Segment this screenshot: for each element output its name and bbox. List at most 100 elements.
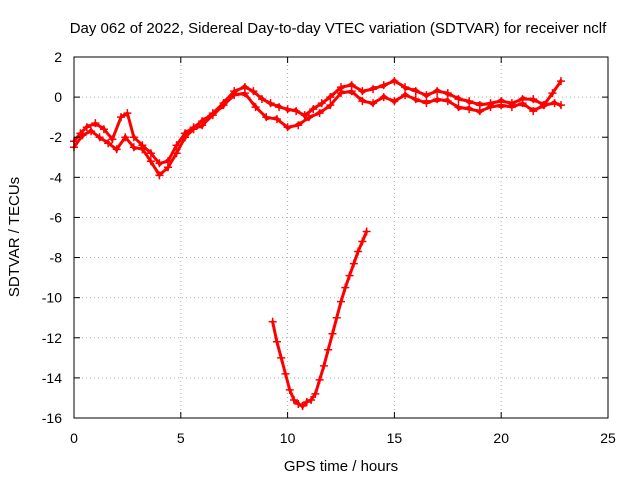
data-point: [300, 111, 309, 120]
data-point: [362, 227, 371, 236]
data-point: [138, 145, 147, 154]
data-point: [230, 91, 239, 100]
data-point: [198, 121, 207, 130]
data-point: [121, 133, 130, 142]
y-tick-label: -6: [50, 209, 63, 225]
x-tick-label: 0: [70, 430, 78, 446]
data-point: [433, 95, 442, 104]
data-point: [475, 107, 484, 116]
data-point: [123, 109, 132, 118]
data-point: [91, 119, 100, 128]
data-point: [78, 131, 87, 140]
x-tick-label: 5: [177, 430, 185, 446]
data-point: [390, 77, 399, 86]
data-point: [433, 87, 442, 96]
data-point: [99, 125, 108, 134]
y-tick-label: -2: [50, 129, 63, 145]
y-tick-label: 0: [54, 89, 62, 105]
data-point: [292, 107, 301, 116]
data-point: [349, 259, 358, 268]
data-point: [304, 113, 313, 122]
grid: [74, 57, 608, 418]
data-point: [337, 297, 345, 306]
ticks: [73, 56, 609, 419]
series-layer: [70, 77, 566, 410]
data-point: [146, 149, 155, 158]
y-tick-labels: 2 0 -2 -4 -6 -8 -10 -12 -14 -16: [42, 49, 62, 426]
data-point: [283, 123, 292, 132]
data-point: [390, 97, 399, 106]
data-point: [257, 95, 266, 104]
data-point: [129, 143, 138, 152]
y-tick-label: -10: [42, 290, 62, 306]
data-point: [277, 353, 286, 362]
data-point: [486, 103, 495, 112]
data-point: [529, 107, 538, 116]
y-tick-label: -4: [50, 169, 63, 185]
data-point: [298, 401, 307, 410]
data-point: [307, 395, 316, 404]
data-point: [302, 397, 311, 406]
data-point: [309, 105, 318, 114]
data-point: [324, 345, 333, 354]
x-tick-label: 10: [280, 430, 296, 446]
data-point: [146, 157, 155, 166]
data-point: [315, 375, 324, 384]
data-point: [369, 99, 378, 108]
data-point: [326, 93, 335, 102]
y-tick-label: -16: [42, 410, 62, 426]
data-point: [337, 89, 345, 98]
data-point: [345, 271, 354, 280]
data-point: [155, 171, 164, 180]
data-point: [518, 99, 527, 108]
data-point: [272, 115, 281, 124]
y-tick-label: -8: [50, 250, 63, 266]
data-point: [129, 133, 138, 142]
data-point: [319, 361, 328, 370]
data-point: [369, 85, 378, 94]
data-point: [290, 395, 299, 404]
y-tick-label: 2: [54, 49, 62, 65]
data-point: [529, 95, 538, 104]
data-point: [95, 133, 104, 142]
data-point: [311, 389, 320, 398]
series-main-lower: [70, 87, 566, 180]
data-point: [454, 95, 463, 104]
data-point: [557, 77, 566, 86]
y-tick-label: -12: [42, 330, 62, 346]
plot-frame: [73, 56, 609, 419]
data-point: [108, 135, 117, 144]
data-point: [249, 87, 258, 96]
x-tick-label: 25: [600, 430, 616, 446]
data-point: [285, 385, 294, 394]
data-point: [240, 89, 249, 98]
data-point: [268, 317, 277, 326]
data-point: [379, 81, 388, 90]
data-point: [347, 87, 356, 96]
data-point: [208, 111, 217, 120]
data-point: [294, 121, 303, 130]
data-point: [163, 163, 172, 172]
data-point: [548, 89, 557, 98]
data-point: [422, 99, 431, 108]
series-dip: [268, 227, 371, 410]
data-point: [443, 89, 452, 98]
x-tick-label: 15: [387, 430, 403, 446]
data-point: [155, 159, 164, 168]
data-point: [112, 145, 121, 154]
data-point: [465, 97, 474, 106]
x-tick-labels: 0 5 10 15 20 25: [70, 430, 616, 446]
data-point: [315, 109, 324, 118]
data-point: [497, 101, 506, 110]
data-point: [262, 113, 271, 122]
data-point: [82, 123, 91, 132]
data-point: [283, 105, 292, 114]
data-point: [116, 113, 125, 122]
y-tick-label: -14: [42, 370, 62, 386]
data-point: [266, 99, 275, 108]
data-point: [332, 313, 341, 322]
data-point: [219, 101, 228, 110]
data-point: [507, 103, 516, 112]
data-point: [87, 127, 96, 136]
